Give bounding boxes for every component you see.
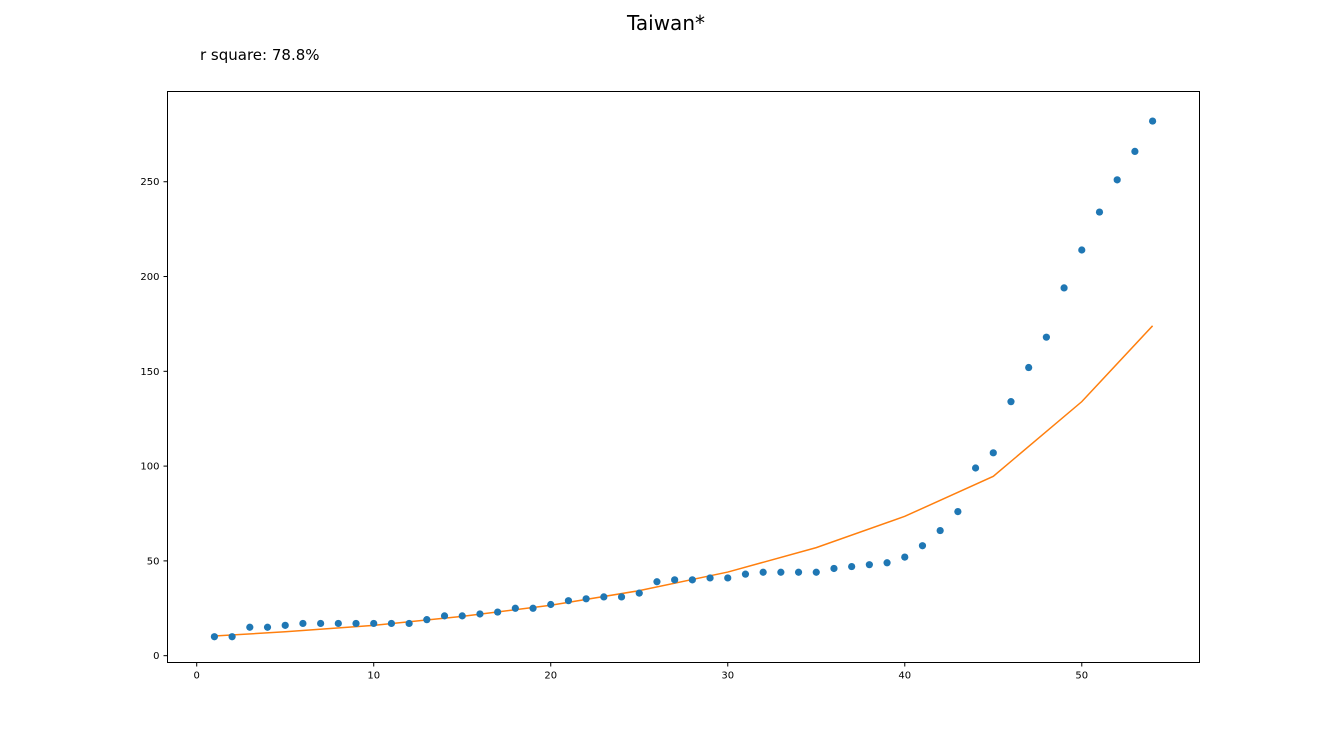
x-tick-label: 20 — [544, 671, 557, 682]
data-point — [777, 568, 785, 576]
data-point — [812, 568, 820, 576]
data-point — [759, 568, 767, 576]
data-point — [458, 612, 466, 620]
data-point — [724, 574, 732, 582]
x-tick-label: 40 — [898, 671, 911, 682]
data-point — [1095, 208, 1104, 216]
data-point — [582, 595, 590, 603]
data-point — [741, 570, 750, 578]
data-point — [317, 619, 325, 628]
data-point — [1148, 117, 1157, 125]
data-point — [476, 610, 484, 618]
y-tick-label: 250 — [140, 177, 159, 188]
y-tick-label: 150 — [140, 367, 159, 378]
data-point — [989, 449, 997, 457]
data-point — [494, 608, 502, 616]
data-point — [635, 589, 643, 597]
data-point — [246, 623, 254, 631]
data-point — [440, 612, 449, 620]
data-point — [547, 600, 555, 609]
data-point — [423, 616, 431, 624]
data-point — [1060, 284, 1068, 292]
data-point — [1078, 246, 1086, 254]
data-point — [971, 464, 980, 472]
data-point — [706, 574, 714, 582]
data-point — [387, 619, 396, 628]
data-point — [883, 559, 891, 567]
data-point — [830, 564, 838, 573]
data-point — [299, 619, 307, 628]
data-point — [564, 597, 573, 605]
data-point — [865, 561, 873, 569]
data-point — [1131, 147, 1139, 156]
data-point — [794, 568, 803, 576]
y-tick-label: 100 — [140, 462, 159, 473]
fit-line — [214, 325, 1154, 637]
data-point — [334, 619, 342, 628]
data-point — [600, 593, 608, 601]
data-point — [210, 633, 219, 641]
data-point — [1007, 398, 1015, 406]
data-point — [228, 633, 236, 641]
data-point — [1042, 333, 1050, 341]
plot-frame — [167, 91, 1200, 663]
x-tick-label: 50 — [1075, 671, 1088, 682]
data-point — [954, 507, 962, 516]
data-point — [848, 562, 856, 571]
data-point — [936, 526, 944, 535]
y-tick-label: 200 — [140, 272, 159, 283]
x-tick-label: 0 — [194, 671, 200, 682]
y-tick-label: 0 — [153, 651, 159, 662]
y-axis: 0 50 100 150 200 250 — [140, 177, 168, 662]
data-point — [918, 542, 927, 550]
x-tick-label: 30 — [721, 671, 734, 682]
data-point — [263, 623, 272, 631]
data-point — [405, 619, 413, 628]
data-point — [653, 578, 661, 586]
chart-subtitle: r square: 78.8% — [200, 46, 320, 64]
data-point — [617, 593, 626, 601]
data-point — [511, 604, 519, 612]
data-point — [1025, 363, 1033, 372]
data-point — [352, 619, 360, 628]
x-tick-label: 10 — [367, 671, 380, 682]
data-point — [529, 604, 537, 612]
data-point — [1113, 176, 1121, 184]
data-point — [901, 553, 909, 561]
data-point — [370, 619, 378, 628]
data-point — [671, 576, 679, 584]
data-point — [688, 576, 696, 584]
data-point — [281, 621, 289, 629]
y-tick-label: 50 — [147, 556, 160, 567]
plot-area — [210, 117, 1157, 641]
x-axis: 0 10 20 30 40 50 — [194, 662, 1088, 682]
chart-title: Taiwan* — [626, 11, 705, 35]
